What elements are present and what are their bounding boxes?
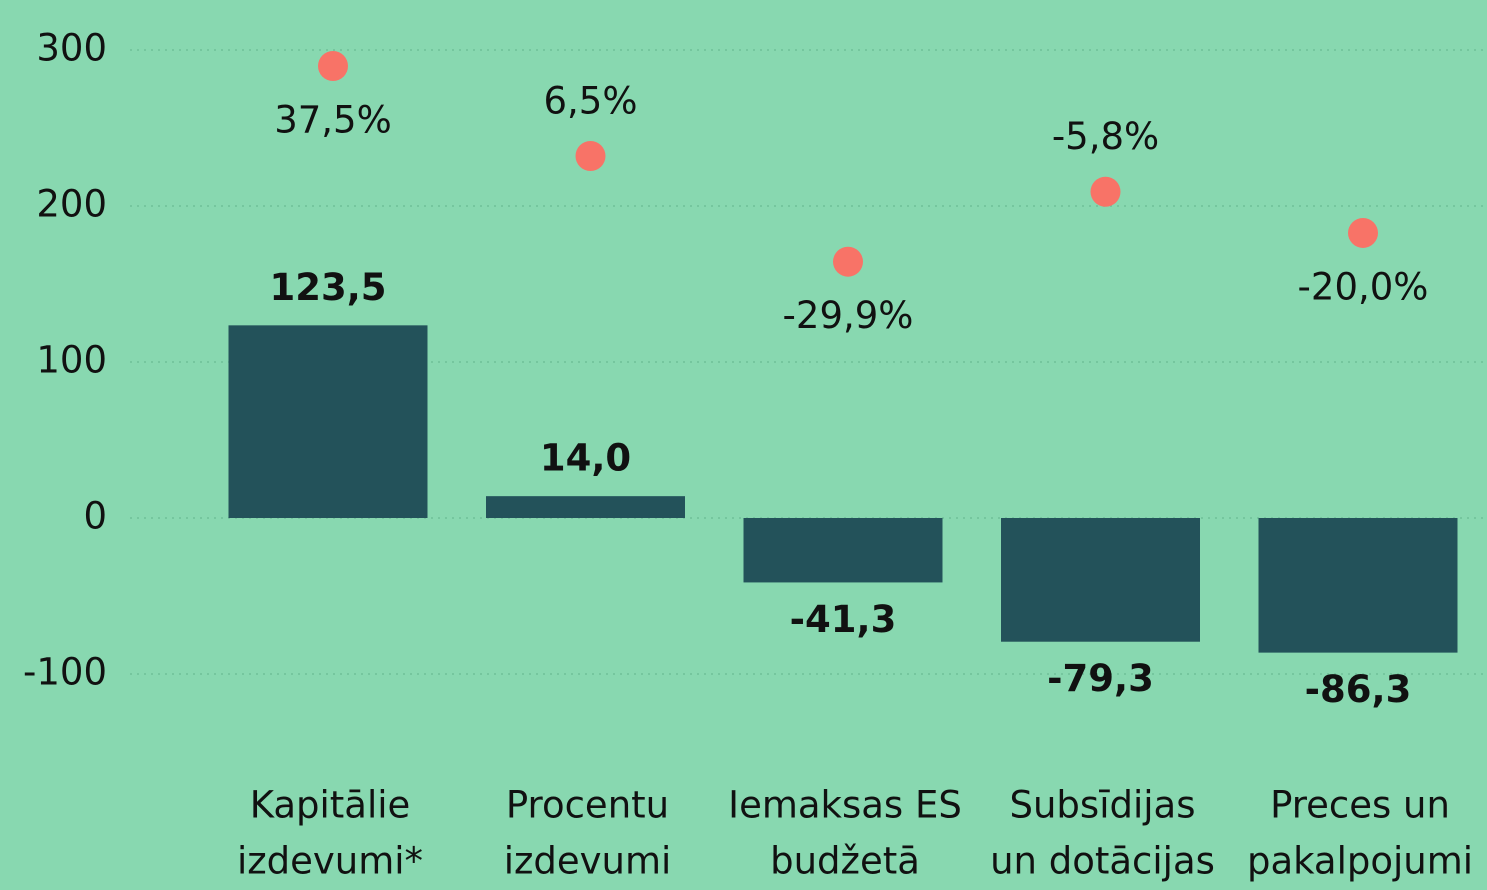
dot-value-label: -20,0% xyxy=(1298,265,1429,308)
dot xyxy=(1090,176,1121,207)
x-tick-label: Subsīdijas xyxy=(1010,784,1196,827)
dot-value-label: 6,5% xyxy=(544,79,638,122)
x-tick-label: un dotācijas xyxy=(990,840,1215,883)
bar-value-label: 14,0 xyxy=(540,437,631,480)
x-tick-label: pakalpojumi xyxy=(1247,840,1473,883)
x-tick-label: Procentu xyxy=(506,784,669,827)
x-tick-label: budžetā xyxy=(770,840,920,883)
bar xyxy=(228,325,428,518)
y-tick-label: 200 xyxy=(36,183,107,226)
y-tick-label: 100 xyxy=(36,339,107,382)
bar xyxy=(486,496,685,518)
x-tick-label: Preces un xyxy=(1270,784,1450,827)
dot xyxy=(575,140,606,171)
bar-value-label: -86,3 xyxy=(1305,668,1412,711)
x-tick-label: Iemaksas ES xyxy=(728,784,962,827)
bar-value-label: -41,3 xyxy=(790,598,897,641)
bar xyxy=(1258,518,1458,653)
y-tick-label: 300 xyxy=(36,27,107,70)
x-tick-label: Kapitālie xyxy=(250,784,411,827)
dot-value-label: -29,9% xyxy=(783,294,914,337)
x-tick-label: izdevumi* xyxy=(237,840,423,883)
bar-value-label: -79,3 xyxy=(1047,657,1154,700)
bar xyxy=(1001,518,1200,642)
dot xyxy=(833,246,863,277)
bar xyxy=(743,518,943,583)
y-tick-label: 0 xyxy=(83,495,107,538)
dot xyxy=(1348,217,1378,248)
dot-value-label: -5,8% xyxy=(1052,115,1159,158)
bar-value-label: 123,5 xyxy=(269,266,386,309)
dot xyxy=(318,50,348,81)
dot-value-label: 37,5% xyxy=(274,98,392,141)
y-tick-label: -100 xyxy=(23,651,107,694)
x-tick-label: izdevumi xyxy=(504,840,672,883)
